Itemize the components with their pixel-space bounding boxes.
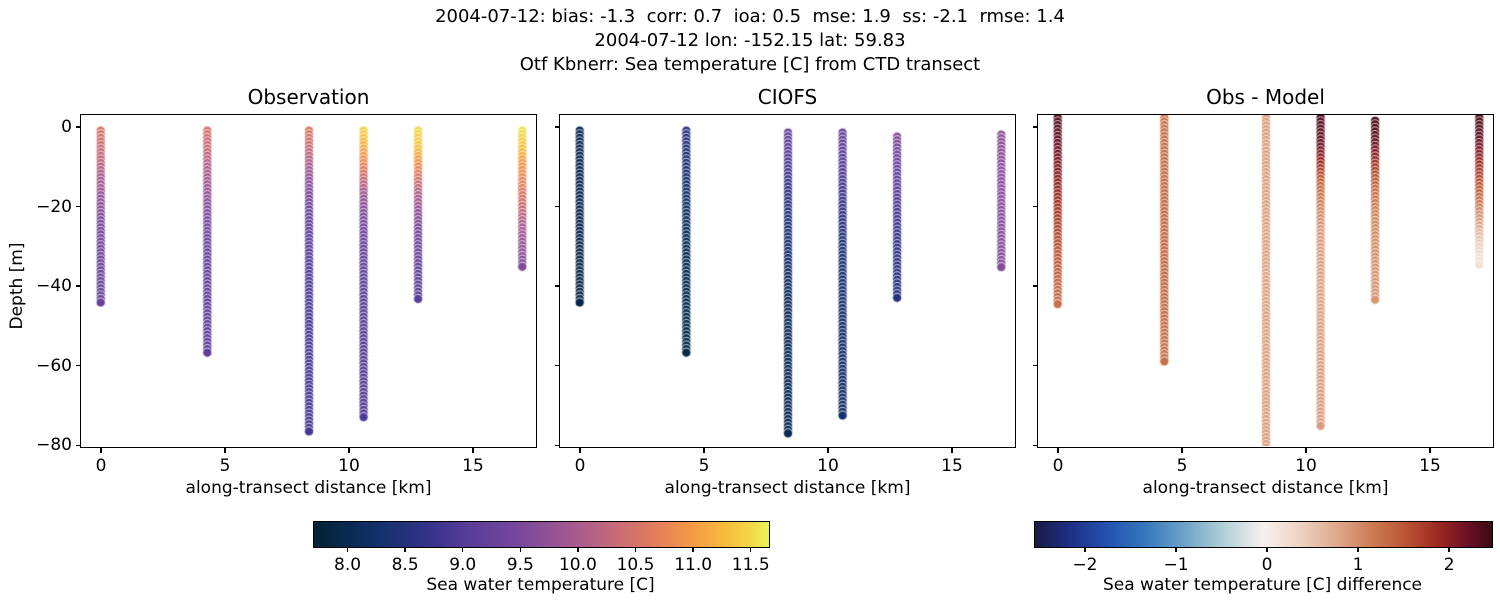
colorbar-tick	[634, 547, 637, 552]
obs-model-plot	[1037, 114, 1494, 448]
x-tick-label: 15	[462, 456, 484, 476]
colorbar-tick-label: 8.0	[334, 555, 362, 575]
y-tick	[1032, 285, 1037, 287]
y-tick-label: 0	[61, 117, 72, 137]
x-tick	[1181, 448, 1183, 453]
x-tick	[951, 448, 953, 453]
y-tick	[554, 285, 559, 287]
x-tick	[472, 448, 474, 453]
x-tick	[703, 448, 705, 453]
colorbar-tick-label: 9.5	[506, 555, 534, 575]
colorbar-tick-label: −1	[1163, 555, 1189, 575]
x-tick	[1305, 448, 1307, 453]
difference-colorbar-label: Sea water temperature [C] difference	[1102, 575, 1423, 595]
suptitle-coords: 2004-07-12 lon: -152.15 lat: 59.83	[594, 30, 906, 51]
panel-title-obs-model: Obs - Model	[1206, 85, 1325, 109]
x-tick	[224, 448, 226, 453]
colorbar-tick-label: 0	[1261, 555, 1273, 575]
y-tick	[1032, 364, 1037, 367]
colorbar-tick	[750, 547, 752, 552]
x-axis-label-ciofs: along-transect distance [km]	[664, 478, 911, 498]
colorbar-tick-label: 1	[1352, 555, 1364, 575]
x-tick-label: 5	[1176, 456, 1188, 476]
y-tick	[75, 205, 80, 208]
colorbar-tick-label: 10.0	[558, 555, 597, 575]
y-tick	[75, 444, 80, 446]
colorbar-tick	[462, 547, 464, 552]
x-tick	[1429, 448, 1431, 453]
x-tick-label: 10	[338, 456, 360, 476]
colorbar-tick	[346, 547, 349, 552]
colorbar-tick	[1266, 547, 1268, 552]
y-tick-label: −40	[36, 276, 72, 297]
y-tick	[554, 126, 559, 128]
x-tick	[100, 448, 102, 453]
x-tick-label: 10	[1295, 456, 1317, 476]
x-tick-label: 0	[1052, 456, 1064, 476]
x-tick	[1057, 448, 1059, 453]
colorbar-tick	[1448, 547, 1450, 552]
y-tick	[554, 444, 559, 446]
x-tick-label: 5	[698, 456, 710, 476]
colorbar-tick-label: 2	[1443, 555, 1455, 575]
y-tick	[75, 126, 80, 128]
panel-title-observation: Observation	[247, 85, 370, 109]
colorbar-tick	[519, 547, 522, 552]
x-tick	[827, 448, 829, 453]
y-tick	[75, 285, 80, 287]
colorbar-tick	[577, 547, 579, 552]
y-tick	[1032, 205, 1037, 208]
x-tick-label: 15	[1419, 456, 1441, 476]
x-tick	[579, 448, 581, 453]
difference-colorbar	[1034, 521, 1493, 548]
temperature-colorbar-label: Sea water temperature [C]	[426, 575, 655, 595]
x-tick-label: 0	[574, 456, 586, 476]
colorbar-tick	[1357, 547, 1359, 552]
colorbar-tick-label: 11.5	[731, 555, 770, 575]
x-tick-label: 15	[941, 456, 963, 476]
colorbar-tick-label: 8.5	[391, 555, 419, 575]
y-tick	[75, 364, 80, 367]
y-tick	[554, 205, 559, 208]
panel-title-ciofs: CIOFS	[757, 85, 818, 109]
x-axis-label-observation: along-transect distance [km]	[185, 478, 432, 498]
x-tick-label: 5	[219, 456, 231, 476]
y-tick-label: −80	[36, 435, 72, 456]
colorbar-tick	[1175, 547, 1177, 552]
y-tick-label: −20	[36, 196, 72, 217]
y-tick-label: −60	[36, 355, 72, 376]
colorbar-tick-label: −2	[1072, 555, 1098, 575]
ciofs-plot	[559, 114, 1016, 448]
y-tick	[554, 364, 559, 367]
y-tick	[1032, 126, 1037, 128]
suptitle-source: Otf Kbnerr: Sea temperature [C] from CTD…	[519, 54, 981, 75]
x-axis-label-obs-model: along-transect distance [km]	[1142, 478, 1389, 498]
observation-plot	[80, 114, 537, 448]
colorbar-tick-label: 9.0	[449, 555, 477, 575]
colorbar-tick	[404, 547, 406, 552]
y-tick	[1032, 444, 1037, 446]
colorbar-tick	[692, 547, 694, 552]
colorbar-tick	[1084, 547, 1086, 552]
suptitle-stats: 2004-07-12: bias: -1.3 corr: 0.7 ioa: 0.…	[435, 6, 1065, 27]
x-tick-label: 0	[95, 456, 107, 476]
colorbar-tick-label: 11.0	[674, 555, 713, 575]
colorbar-tick-label: 10.5	[616, 555, 655, 575]
temperature-colorbar	[313, 521, 770, 548]
x-tick-label: 10	[817, 456, 839, 476]
x-tick	[348, 448, 350, 453]
